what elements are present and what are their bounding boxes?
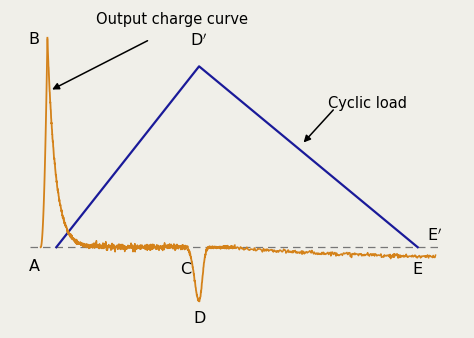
Text: C: C [180, 262, 191, 277]
Text: A: A [28, 260, 39, 274]
Text: B: B [28, 32, 39, 47]
Text: Output charge curve: Output charge curve [96, 12, 248, 27]
Text: Cyclic load: Cyclic load [328, 96, 408, 111]
Text: E$'$: E$'$ [427, 226, 442, 244]
Text: E: E [413, 262, 423, 277]
Text: D$'$: D$'$ [191, 32, 208, 49]
Text: D: D [193, 311, 205, 326]
